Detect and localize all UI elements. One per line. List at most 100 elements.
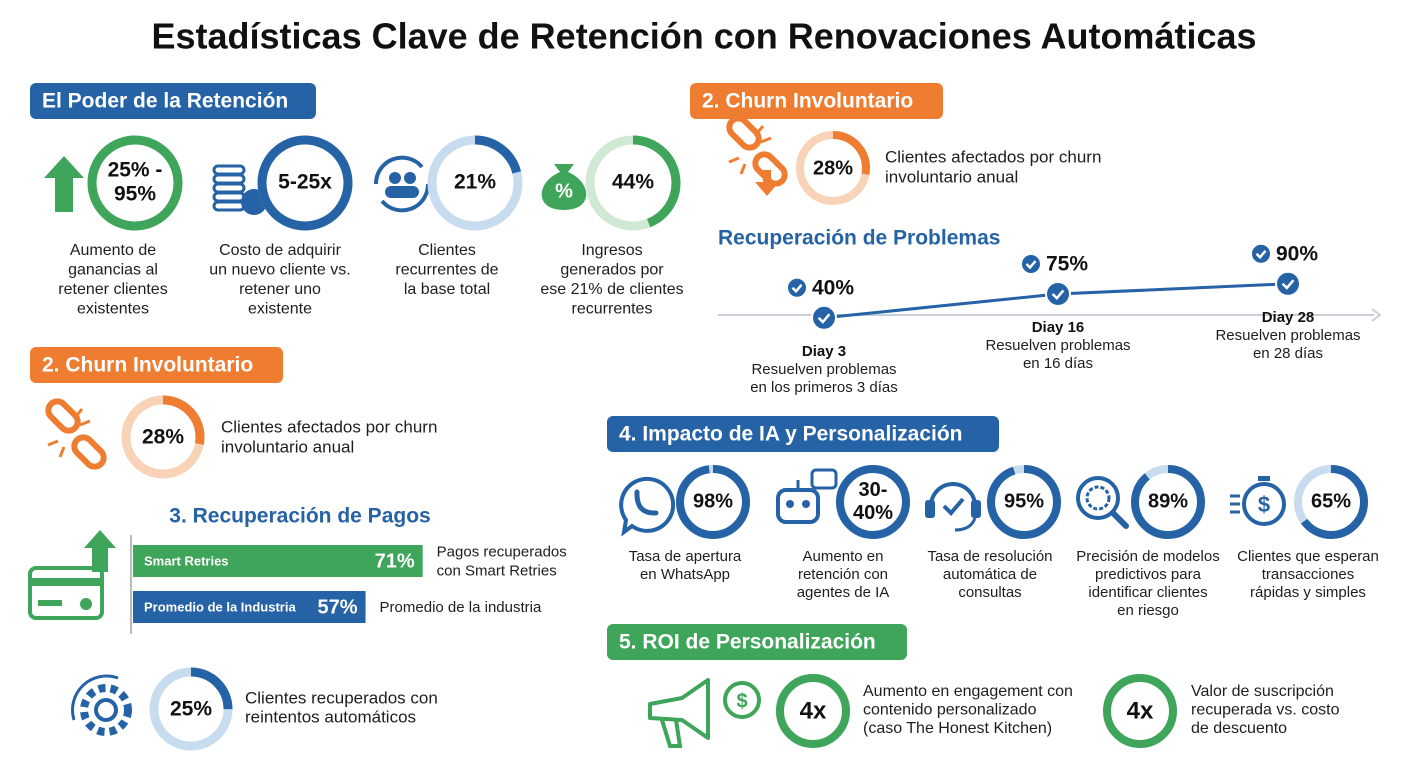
caption: Resuelven problemas	[1215, 327, 1360, 344]
caption: rápidas y simples	[1250, 584, 1366, 601]
section-badge	[607, 416, 999, 452]
ring-label: 28%	[142, 426, 184, 449]
icon-watch	[1258, 476, 1270, 481]
icon-lens	[1076, 476, 1120, 520]
caption: Costo de adquirir	[219, 242, 342, 259]
bar	[133, 591, 366, 623]
check-badge	[1020, 253, 1042, 275]
icon-card	[30, 578, 102, 586]
ring-label: 4x	[800, 697, 827, 724]
caption: recuperada vs. costo	[1191, 702, 1340, 719]
section-heading: 4. Impacto de IA y Personalización	[619, 423, 963, 446]
caption: con Smart Retries	[437, 562, 557, 579]
caption: predictivos para	[1095, 566, 1202, 583]
caption: Precisión de modelos	[1076, 548, 1219, 565]
ring-label: 5-25x	[278, 171, 332, 194]
icon-cycle	[380, 183, 431, 213]
icon-lens	[1110, 510, 1129, 529]
caption: involuntario anual	[221, 437, 354, 456]
caption: Pagos recuperados	[437, 543, 567, 560]
caption: Clientes	[418, 242, 476, 259]
icon-headset	[925, 500, 935, 518]
icon-card	[38, 600, 62, 606]
ring-arc	[676, 465, 750, 539]
caption: transacciones	[1262, 566, 1355, 583]
icon-coin	[212, 200, 246, 212]
ring-label: 4x	[1127, 697, 1154, 724]
check-glyph	[1025, 260, 1037, 270]
section-badge	[607, 624, 907, 660]
check-badge	[786, 276, 808, 299]
caption: Resuelven problemas	[985, 337, 1130, 354]
icon-check	[942, 497, 965, 516]
icon-spark	[79, 419, 91, 427]
bar-value: 71%	[375, 550, 415, 572]
timeline-point	[1045, 281, 1071, 307]
ring-full	[87, 135, 183, 231]
caption: Clientes recuperados con	[245, 688, 438, 707]
caption: Tasa de apertura	[629, 548, 742, 565]
icon-spark	[58, 446, 66, 458]
caption: Promedio de la industria	[380, 599, 542, 616]
caption: en los primeros 3 días	[750, 379, 898, 396]
check-glyph	[1051, 289, 1065, 301]
icon-spark	[760, 136, 772, 144]
section-badge	[30, 83, 316, 119]
section-heading: 2. Churn Involuntario	[702, 90, 913, 113]
icon-phone	[634, 489, 659, 516]
caption: retener clientes	[58, 281, 167, 298]
page-title: Estadísticas Clave de Retención con Reno…	[151, 16, 1256, 57]
caption: generados por	[560, 262, 664, 279]
check-glyph	[817, 313, 831, 324]
icon-megaphone	[648, 678, 710, 740]
icon-bag	[541, 164, 587, 210]
timeline-arrow	[1371, 308, 1382, 322]
icon-glyph: %	[555, 180, 573, 202]
ring-full	[257, 135, 353, 231]
day-label: Diay 3	[802, 343, 846, 360]
day-label: Diay 16	[1032, 319, 1085, 336]
ring-arc	[1294, 465, 1368, 539]
ring-full	[1103, 674, 1177, 748]
section-heading: Recuperación de Problemas	[718, 227, 1000, 250]
icon-cycle	[71, 674, 119, 721]
icon-person	[404, 172, 416, 184]
caption: Tasa de resolución	[927, 548, 1052, 565]
ring-label: 65%	[1311, 490, 1351, 512]
ring-arc	[585, 135, 681, 231]
caption: de descuento	[1191, 720, 1287, 737]
ring-label: 25%	[170, 698, 212, 721]
caption: Aumento en engagement con	[863, 683, 1073, 700]
timeline-point	[1275, 270, 1301, 297]
caption: ganancias al	[68, 262, 158, 279]
caption: retención con	[798, 566, 888, 583]
icon-card	[28, 566, 104, 620]
icon-coin	[212, 173, 246, 185]
timeline-point	[811, 304, 837, 331]
icon-headset	[954, 517, 977, 532]
icon-robot	[802, 500, 810, 508]
caption: en 28 días	[1253, 345, 1323, 362]
caption: Clientes afectados por churn	[885, 147, 1101, 166]
caption: retener uno	[239, 281, 321, 298]
caption: consultas	[958, 584, 1021, 601]
section-heading: El Poder de la Retención	[42, 90, 288, 113]
icon-chat	[619, 476, 676, 537]
icon-link	[726, 115, 762, 151]
icon-gear	[80, 684, 132, 736]
caption: Clientes afectados por churn	[221, 417, 437, 436]
caption: reintentos automáticos	[245, 707, 416, 726]
icon-arrow	[44, 156, 84, 212]
ring-label: 44%	[612, 171, 654, 194]
icon-coin	[212, 182, 246, 194]
section-heading: 5. ROI de Personalización	[619, 631, 876, 654]
day-label: Diay 28	[1262, 309, 1315, 326]
ring-label: 21%	[454, 171, 496, 194]
section-heading: 2. Churn Involuntario	[42, 354, 253, 377]
icon-brain	[1085, 485, 1111, 511]
ring-label: 98%	[693, 490, 733, 512]
icon-spark	[739, 163, 747, 175]
icon-glyph: $	[736, 690, 747, 712]
